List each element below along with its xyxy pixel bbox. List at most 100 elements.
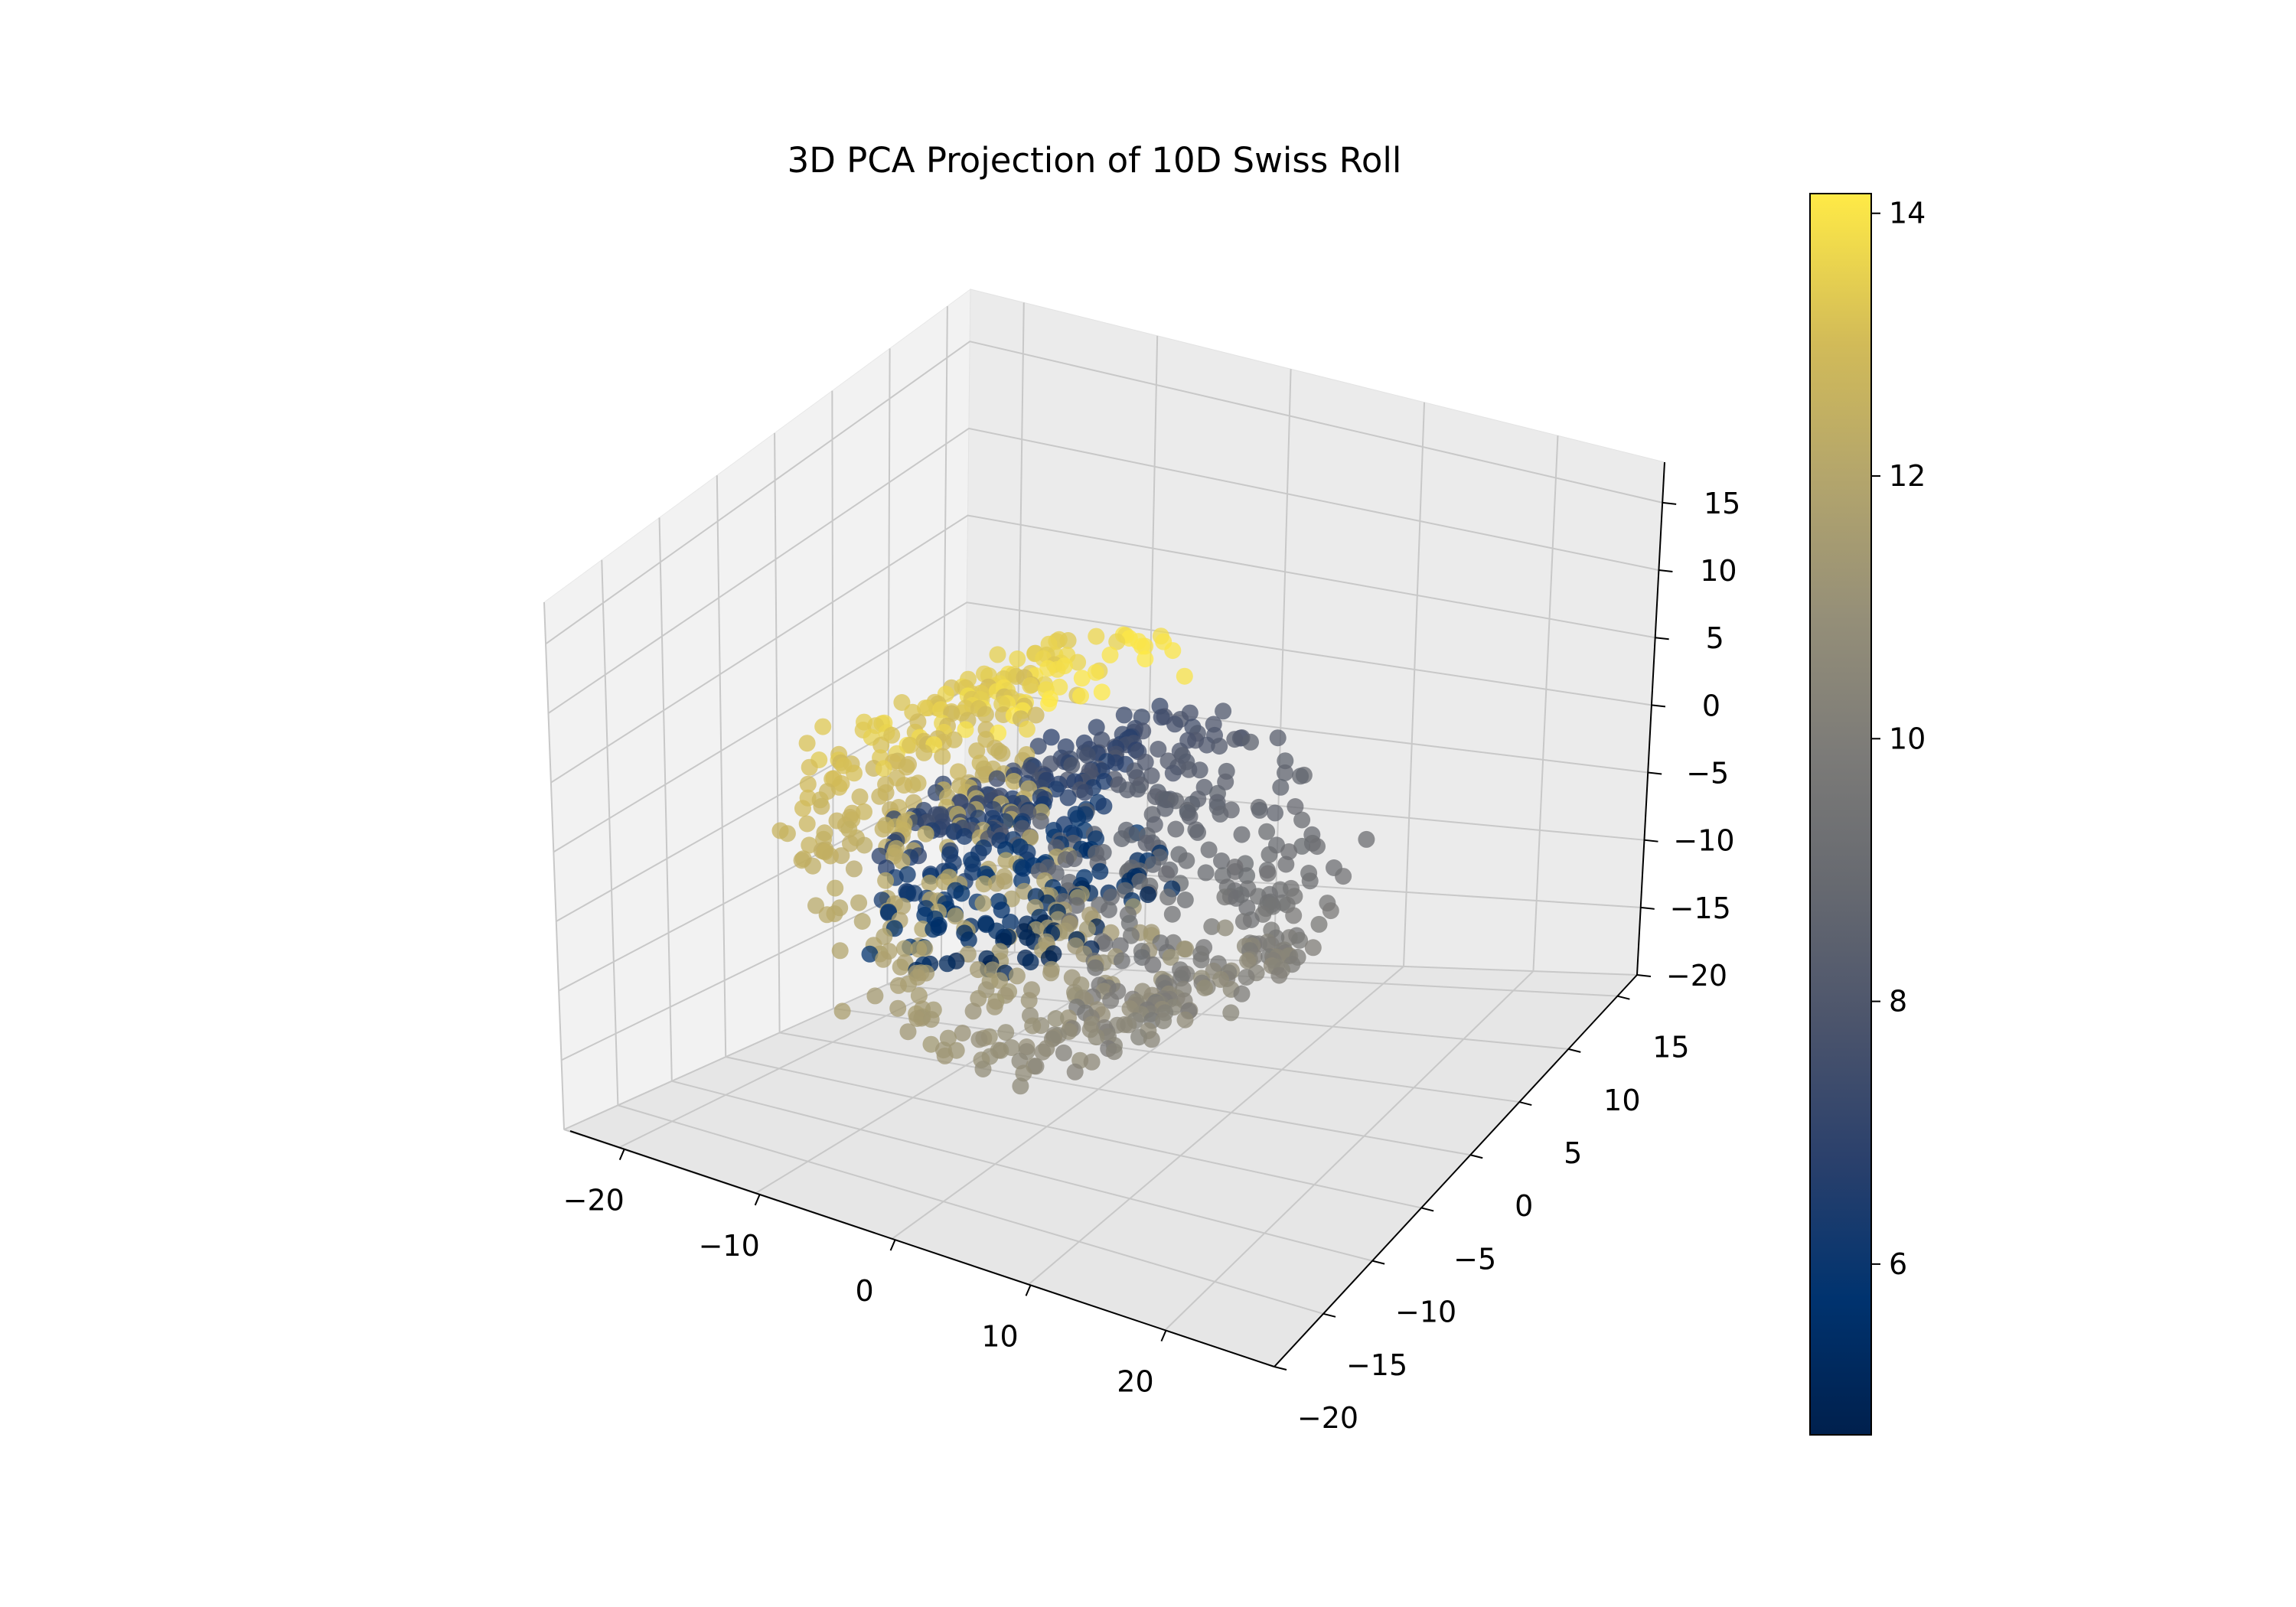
scatter-point	[1233, 985, 1251, 1002]
grid-line	[891, 960, 1275, 1240]
grid-line	[779, 1032, 1471, 1156]
z-tick	[1662, 501, 1677, 505]
scatter-point	[801, 836, 818, 854]
scatter-point	[1022, 676, 1039, 694]
z-tick	[1644, 839, 1658, 843]
z-tick-label: 15	[1704, 487, 1740, 520]
scatter-point	[1108, 633, 1126, 650]
scatter-point	[1233, 826, 1251, 843]
grid-line	[547, 427, 1659, 714]
scatter-point	[831, 942, 849, 960]
scatter-point	[1215, 702, 1232, 720]
scatter-point	[1191, 761, 1208, 779]
scatter-point	[1167, 820, 1185, 838]
scatter-point	[1100, 901, 1117, 918]
scatter-point	[1072, 687, 1089, 705]
y-tick-label: −20	[1297, 1401, 1358, 1435]
scatter-point	[1310, 915, 1328, 933]
scatter-point	[1304, 939, 1322, 957]
z-tick-label: −5	[1686, 757, 1729, 790]
x-tick-label: 10	[981, 1319, 1018, 1353]
scatter-point	[1027, 706, 1045, 724]
x-tick	[889, 1239, 896, 1251]
scatter-point	[1049, 660, 1066, 678]
scatter-points	[771, 626, 1375, 1095]
colorbar-tick-label: 14	[1889, 197, 1926, 230]
scatter-point	[1176, 1011, 1194, 1028]
grid-line	[671, 1080, 1373, 1262]
scatter-point	[1159, 888, 1177, 906]
scatter-point	[1197, 864, 1215, 882]
scatter-point	[1238, 969, 1255, 986]
scatter-point	[889, 999, 907, 1017]
scatter-point	[1005, 773, 1022, 790]
colorbar-ticks: 6 8 10 12 14	[1871, 197, 1926, 1281]
scatter-point	[874, 820, 892, 838]
z-tick-label: −20	[1666, 959, 1727, 993]
scatter-point	[893, 694, 911, 711]
scatter-point	[1211, 738, 1228, 755]
scatter-point	[910, 940, 928, 958]
scatter-point	[778, 825, 796, 843]
scatter-point	[997, 1024, 1015, 1041]
scatter-point	[804, 857, 821, 875]
x-tick	[1160, 1330, 1167, 1342]
scatter-point	[1156, 800, 1174, 817]
scatter-point	[1024, 1017, 1042, 1035]
scatter-point	[798, 815, 816, 833]
scatter-point	[993, 745, 1011, 762]
scatter-point	[1164, 764, 1182, 782]
scatter-point	[898, 758, 915, 776]
z-tick	[1648, 771, 1662, 775]
axis-ticks: −20−1001020−20−15−10−5051015−20−15−10−50…	[563, 487, 1741, 1435]
scatter-point	[1042, 964, 1060, 982]
scatter-point	[1137, 650, 1154, 668]
x-tick	[754, 1194, 761, 1206]
scatter-point	[892, 958, 909, 976]
scatter-point	[1222, 1004, 1240, 1022]
scatter-point	[875, 760, 892, 777]
y-tick	[1274, 1366, 1287, 1371]
scatter-point	[877, 872, 895, 889]
scatter-point	[1176, 667, 1193, 685]
scatter-point	[1267, 804, 1283, 822]
scatter-point	[1057, 851, 1075, 869]
grid-line	[726, 1056, 1422, 1209]
scatter-point	[1239, 952, 1257, 970]
scatter-point	[1087, 959, 1104, 976]
scatter-point	[938, 955, 956, 973]
grid-line	[618, 1104, 1324, 1315]
scatter-point	[1034, 1043, 1052, 1061]
scatter-point	[1143, 1031, 1160, 1048]
scatter-point	[1103, 888, 1120, 906]
y-tick	[1617, 995, 1630, 1000]
scatter-point	[1096, 934, 1114, 952]
scatter-point	[1196, 980, 1213, 996]
scatter-point	[1212, 805, 1229, 823]
scatter-point	[1335, 868, 1352, 885]
y-tick	[1568, 1048, 1581, 1053]
scatter-point	[987, 875, 1005, 892]
scatter-point	[1003, 890, 1020, 908]
scatter-point	[871, 787, 889, 805]
y-tick-label: −5	[1453, 1242, 1496, 1276]
scatter-point	[970, 961, 987, 979]
scatter-point	[799, 775, 817, 793]
scatter-point	[1123, 927, 1140, 944]
grid-line	[550, 514, 1655, 784]
colorbar-tick-label: 10	[1889, 722, 1926, 755]
scatter-point	[1293, 811, 1311, 829]
x-tick	[1025, 1284, 1032, 1296]
scatter-point	[1155, 1012, 1172, 1029]
scatter-point	[986, 998, 1003, 1015]
scatter-point	[895, 940, 913, 957]
scatter-point	[1093, 683, 1110, 701]
colorbar-tick-label: 6	[1889, 1247, 1907, 1281]
scatter-point	[910, 987, 928, 1005]
scatter-point	[1213, 852, 1230, 869]
scatter-point	[1198, 736, 1215, 754]
scatter-point	[1063, 757, 1081, 774]
scatter-point	[1076, 784, 1094, 801]
scatter-point	[846, 764, 863, 782]
scatter-point	[842, 835, 859, 852]
